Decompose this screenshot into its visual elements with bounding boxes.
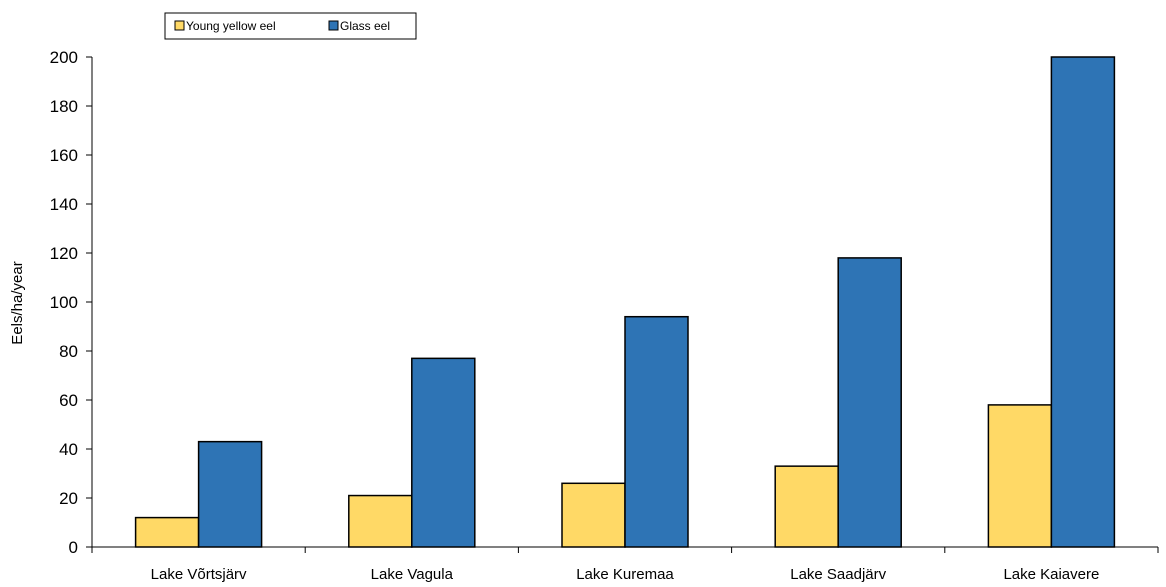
x-category-label-3: Lake Saadjärv [790, 566, 886, 582]
y-tick-label-120: 120 [50, 244, 78, 263]
bar-glass-eel-4 [1050, 56, 1116, 548]
y-tick-label-160: 160 [50, 146, 78, 165]
legend-label-young-yellow-eel: Young yellow eel [186, 19, 276, 33]
y-tick-label-80: 80 [59, 342, 78, 361]
bar-young-yellow-eel-2 [561, 482, 626, 548]
y-axis-title: Eels/ha/year [9, 261, 26, 344]
x-category-label-0: Lake Võrtsjärv [151, 566, 247, 582]
bar-young-yellow-eel-3 [774, 465, 839, 548]
y-tick-label-100: 100 [50, 293, 78, 312]
legend-label-glass-eel: Glass eel [340, 19, 390, 33]
x-category-label-4: Lake Kaiavere [1003, 566, 1099, 582]
bar-glass-eel-3 [837, 257, 902, 548]
bar-glass-eel-2 [624, 315, 689, 548]
plot-area: 0 20 40 60 80 100 120 140 160 180 200 Lake Võrtsjär… [50, 48, 1159, 583]
legend-swatch-young-yellow-eel [174, 20, 185, 31]
legend-frame [164, 12, 417, 40]
y-tick-label-40: 40 [59, 440, 78, 459]
bar-young-yellow-eel-4 [987, 404, 1053, 548]
y-tick-label-180: 180 [50, 97, 78, 116]
legend: Young yellow eel Glass eel [164, 12, 417, 40]
x-category-label-1: Lake Vagula [371, 566, 454, 582]
y-tick-label-20: 20 [59, 489, 78, 508]
bar-glass-eel-1 [411, 357, 476, 548]
y-tick-label-60: 60 [59, 391, 78, 410]
bar-young-yellow-eel-0 [134, 516, 200, 548]
x-category-label-2: Lake Kuremaa [576, 566, 674, 582]
bar-young-yellow-eel-1 [348, 494, 413, 548]
legend-swatch-glass-eel [328, 20, 339, 31]
y-tick-label-200: 200 [50, 48, 78, 67]
y-tick-label-0: 0 [69, 538, 78, 557]
bar-glass-eel-0 [197, 440, 263, 548]
y-tick-label-140: 140 [50, 195, 78, 214]
